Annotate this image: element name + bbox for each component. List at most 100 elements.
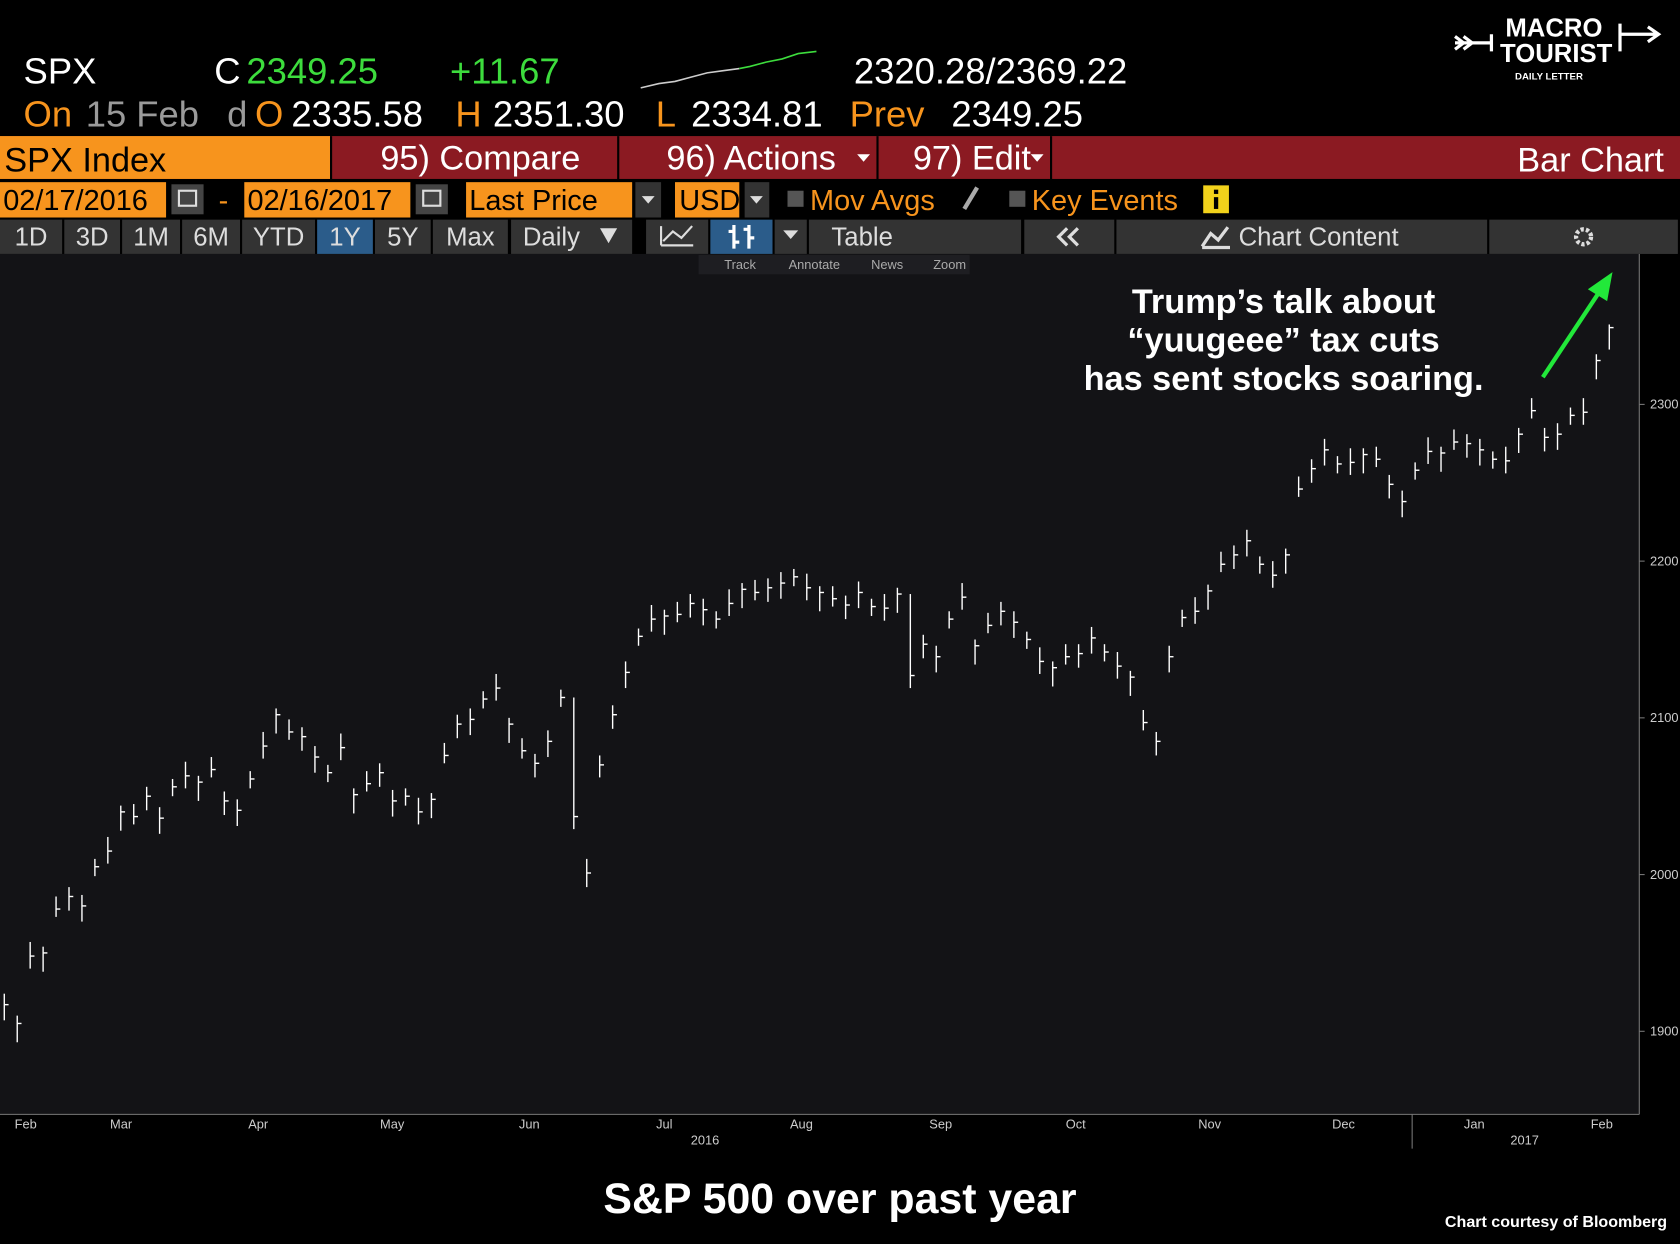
end-date[interactable]: 02/16/2017	[248, 185, 393, 217]
gear-icon	[1573, 227, 1594, 247]
day-range: 2320.28/2369.22	[854, 51, 1127, 92]
collapse-icon	[1056, 227, 1079, 247]
calendar-icon	[422, 189, 442, 207]
actions[interactable]: 96) Actions	[666, 139, 836, 177]
dropdown-icon	[1030, 154, 1044, 162]
x-tick-label: Jan	[1464, 1116, 1485, 1131]
currency-select[interactable]	[675, 182, 740, 218]
table[interactable]: Table	[831, 223, 892, 251]
view[interactable]: Bar Chart	[1517, 141, 1664, 179]
security[interactable]: SPX Index	[4, 141, 166, 179]
x-tick-label: Feb	[15, 1116, 37, 1131]
range-label[interactable]: Max	[446, 223, 495, 251]
tools: Track Annotate News Zoom	[724, 257, 966, 272]
range-button[interactable]	[317, 219, 373, 254]
y-tick-label: 2100	[1650, 710, 1679, 725]
pencil-icon[interactable]	[962, 186, 979, 211]
field[interactable]: Last Price	[469, 185, 598, 217]
sparkline	[739, 50, 817, 70]
x-tick-label: Dec	[1332, 1116, 1355, 1131]
table-button[interactable]	[808, 219, 1022, 254]
end-field[interactable]	[244, 182, 411, 218]
compare[interactable]: 95) Compare	[380, 139, 580, 177]
annotation-arrow	[1541, 290, 1602, 379]
annotation-arrowhead	[1587, 272, 1613, 302]
x-tick-label: Nov	[1198, 1116, 1221, 1131]
dropdown-icon	[641, 196, 655, 204]
start-field[interactable]	[0, 182, 167, 218]
range-button[interactable]	[182, 219, 241, 254]
dropdown-icon	[783, 230, 799, 239]
range-label[interactable]: 1Y	[329, 223, 360, 251]
range-label[interactable]: 1D	[15, 223, 48, 251]
currency[interactable]: USD	[679, 185, 740, 217]
tool-label[interactable]: News	[871, 257, 903, 272]
period: d	[227, 93, 247, 134]
prev: 2349.25	[951, 93, 1083, 134]
range-buttons: 1D 3D 1M 6M YTD 1Y 5Y Max	[0, 219, 508, 254]
field-select[interactable]	[466, 182, 633, 218]
year-label: 2017	[1510, 1132, 1539, 1147]
x-tick-label: Sep	[929, 1116, 952, 1131]
tool-label[interactable]: Annotate	[789, 257, 840, 272]
range-button[interactable]	[432, 219, 508, 254]
year-label: 2016	[691, 1132, 720, 1147]
prev-label: Prev	[850, 93, 926, 134]
close: 2349.25	[246, 51, 378, 92]
range-label[interactable]: 3D	[76, 223, 109, 251]
chart-content-icon	[1200, 226, 1231, 250]
range-label[interactable]: YTD	[253, 223, 304, 251]
tool-label[interactable]: Track	[724, 257, 756, 272]
low: 2334.81	[691, 93, 823, 134]
x-tick-label: Oct	[1066, 1116, 1086, 1131]
sparkline	[640, 67, 740, 89]
menu-separator	[330, 136, 1053, 179]
key-events[interactable]: Key Events	[1032, 185, 1178, 217]
open-label: O	[255, 93, 283, 134]
tool-label[interactable]: Zoom	[933, 257, 966, 272]
x-tick-label: May	[380, 1116, 405, 1131]
range-label[interactable]: 6M	[193, 223, 229, 251]
credit: Chart courtesy of Bloomberg	[1445, 1213, 1667, 1231]
checkbox[interactable]	[1009, 190, 1026, 207]
settings-button[interactable]	[1489, 219, 1678, 254]
bar-chart-button[interactable]	[710, 219, 773, 254]
range-label[interactable]: 5Y	[387, 223, 418, 251]
info-glyph	[1213, 189, 1219, 194]
y-tick-label: 1900	[1650, 1024, 1679, 1039]
x-tick-label: Aug	[790, 1116, 813, 1131]
x-tick-label: Apr	[248, 1116, 269, 1131]
bar-chart-icon	[728, 225, 755, 249]
plot-area	[0, 253, 1640, 1115]
range-button[interactable]	[375, 219, 431, 254]
range-button[interactable]	[122, 219, 181, 254]
tool-strip	[698, 255, 970, 275]
range-button[interactable]	[0, 219, 63, 254]
dropdown-icon	[600, 228, 618, 244]
edit[interactable]: 97) Edit	[913, 139, 1032, 177]
range-button[interactable]	[64, 219, 121, 254]
chart-content-button[interactable]	[1116, 219, 1488, 254]
ticker: SPX	[24, 51, 97, 92]
x-tick-label: Mar	[110, 1116, 133, 1131]
calendar-button[interactable]	[415, 184, 448, 215]
chart-content[interactable]: Chart Content	[1239, 223, 1399, 251]
change: +11.67	[450, 51, 560, 92]
frequency[interactable]: Daily	[523, 223, 580, 251]
annotation: has sent stocks soaring.	[1084, 360, 1484, 398]
line-chart-button[interactable]	[646, 219, 709, 254]
logo-line: TOURIST	[1500, 40, 1613, 68]
checkbox[interactable]	[787, 190, 804, 207]
security-field[interactable]	[0, 136, 331, 179]
annotation: Trump’s talk about	[1132, 283, 1435, 321]
calendar-button[interactable]	[171, 184, 204, 215]
mov-avgs[interactable]: Mov Avgs	[810, 185, 935, 217]
info-glyph	[1213, 197, 1219, 209]
start-date[interactable]: 02/17/2016	[3, 185, 148, 217]
y-tick-label: 2200	[1650, 553, 1679, 568]
range-button[interactable]	[242, 219, 316, 254]
range-label[interactable]: 1M	[133, 223, 169, 251]
